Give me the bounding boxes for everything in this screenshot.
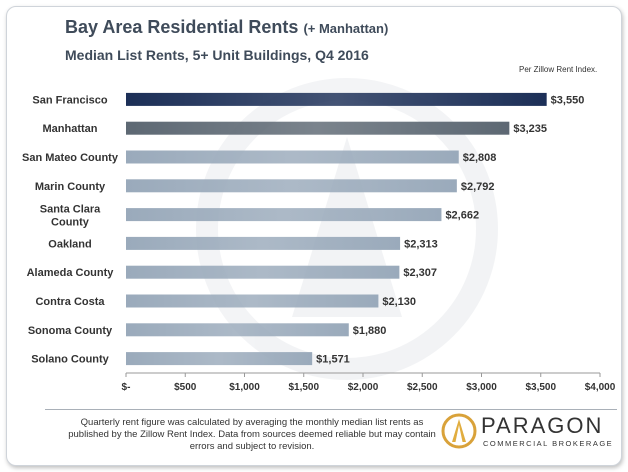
bar [126,150,459,164]
category-label: Alameda County [27,267,115,279]
data-label: $2,808 [463,152,497,164]
data-label: $1,571 [316,354,350,366]
footnote: Quarterly rent figure was calculated by … [68,417,436,452]
source-note: Per Zillow Rent Index. [519,65,598,74]
category-label: Solano County [31,354,109,366]
category-label: Contra Costa [35,296,105,308]
bar [126,179,457,193]
footer-divider [45,409,617,410]
bar [126,236,401,250]
data-label: $2,130 [382,296,416,308]
bar [126,294,379,308]
category-label: Oakland [48,238,91,250]
category-label: Manhattan [43,123,98,135]
bar [126,352,313,366]
data-label: $3,550 [551,94,585,106]
data-label: $2,792 [461,181,495,193]
category-label: Santa Clara County [40,204,101,229]
x-tick-label: $1,500 [288,382,319,393]
chart-title-suffix: (+ Manhattan) [303,21,389,36]
category-label: Marin County [35,181,106,193]
bar [126,121,510,135]
logo-name: PARAGON [481,413,604,438]
paragon-logo: PARAGON COMMERCIAL BROKERAGE [441,411,616,455]
chart-card: Bay Area Residential Rents (+ Manhattan)… [6,6,622,466]
bar [126,265,400,279]
data-label: $1,880 [353,325,387,337]
category-label: Sonoma County [28,325,113,337]
x-tick-label: $2,500 [407,382,438,393]
x-tick-label: $1,000 [229,382,260,393]
category-label: San Francisco [32,94,107,106]
bar [126,208,442,222]
x-tick-label: $3,000 [466,382,497,393]
paragon-logo-icon [441,413,477,449]
x-tick-label: $2,000 [348,382,379,393]
data-label: $2,307 [403,267,437,279]
category-label: San Mateo County [22,152,119,164]
bar [126,323,349,337]
data-label: $3,235 [513,123,547,135]
chart-subtitle: Median List Rents, 5+ Unit Buildings, Q4… [65,47,369,63]
bar [126,92,547,106]
data-label: $2,313 [404,238,438,250]
x-tick-label: $500 [174,382,197,393]
bar-chart: $- $500 $1,000 $1,500 $2,000 $2,500 $3,000 $3,5… [22,78,616,393]
x-tick-label: $3,500 [525,382,556,393]
x-tick-label: $- [122,382,131,393]
logo-tagline: COMMERCIAL BROKERAGE [483,439,614,448]
chart-title: Bay Area Residential Rents (+ Manhattan) [65,17,389,37]
data-label: $2,662 [445,210,479,222]
x-tick-label: $4,000 [585,382,616,393]
